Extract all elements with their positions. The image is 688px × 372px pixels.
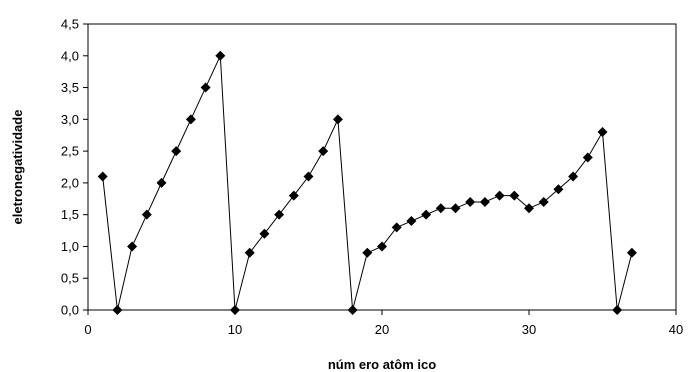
y-tick-label: 1,0 [61, 239, 79, 254]
y-tick-label: 4,0 [61, 48, 79, 63]
y-tick-label: 0,5 [61, 271, 79, 286]
x-tick-label: 40 [669, 322, 683, 337]
data-point-marker [450, 203, 461, 214]
y-axis-ticks: 0,0 0,5 1,0 1,5 2,0 2,5 3,0 3,5 4,0 4,5 [61, 17, 88, 318]
data-point-marker [274, 209, 285, 220]
data-point-marker [318, 146, 329, 157]
data-point-marker [171, 146, 182, 157]
y-tick-label: 3,5 [61, 80, 79, 95]
data-point-marker [524, 203, 534, 214]
y-axis-title: eletronegatividade [10, 110, 25, 225]
data-point-marker [377, 241, 387, 252]
data-point-marker [553, 184, 564, 195]
y-tick-label: 3,0 [61, 112, 79, 127]
data-point-marker [597, 127, 608, 138]
x-tick-label: 10 [228, 322, 242, 337]
data-point-marker [200, 82, 211, 93]
data-point-marker [97, 171, 108, 182]
data-point-marker [362, 247, 373, 258]
data-point-marker [141, 209, 152, 220]
y-tick-label: 2,0 [61, 175, 79, 190]
data-point-marker [494, 190, 505, 201]
data-point-marker [288, 190, 299, 201]
data-point-marker [568, 171, 579, 182]
data-point-marker [185, 114, 196, 125]
data-point-marker [127, 241, 138, 252]
data-point-marker [347, 305, 358, 315]
x-tick-label: 0 [84, 322, 91, 337]
data-point-marker [156, 177, 167, 188]
data-point-marker [582, 152, 593, 163]
y-tick-label: 1,5 [61, 207, 79, 222]
data-point-marker [626, 247, 637, 258]
y-tick-label: 0,0 [61, 303, 79, 318]
x-axis-ticks: 0 10 20 30 40 [84, 310, 683, 337]
plot-area [87, 23, 677, 311]
y-tick-label: 4,5 [61, 17, 79, 32]
data-point-marker [509, 190, 520, 201]
data-point-marker [421, 209, 432, 220]
data-point-marker [112, 305, 123, 315]
x-tick-label: 30 [522, 322, 536, 337]
y-tick-label: 2,5 [61, 144, 79, 159]
data-point-marker [479, 196, 490, 207]
x-tick-label: 20 [375, 322, 389, 337]
data-point-marker [215, 50, 226, 61]
data-point-marker [612, 305, 623, 315]
data-point-marker [465, 196, 476, 207]
data-point-marker [332, 114, 343, 125]
data-point-marker [538, 196, 549, 207]
data-point-marker [435, 203, 446, 214]
data-point-marker [230, 305, 240, 315]
data-point-marker [303, 171, 314, 182]
data-point-marker [244, 247, 255, 258]
series-markers [97, 50, 637, 315]
x-axis-title: núm ero atôm ico [328, 357, 436, 372]
data-point-marker [406, 216, 417, 227]
data-point-marker [391, 222, 402, 233]
data-point-marker [259, 228, 270, 239]
